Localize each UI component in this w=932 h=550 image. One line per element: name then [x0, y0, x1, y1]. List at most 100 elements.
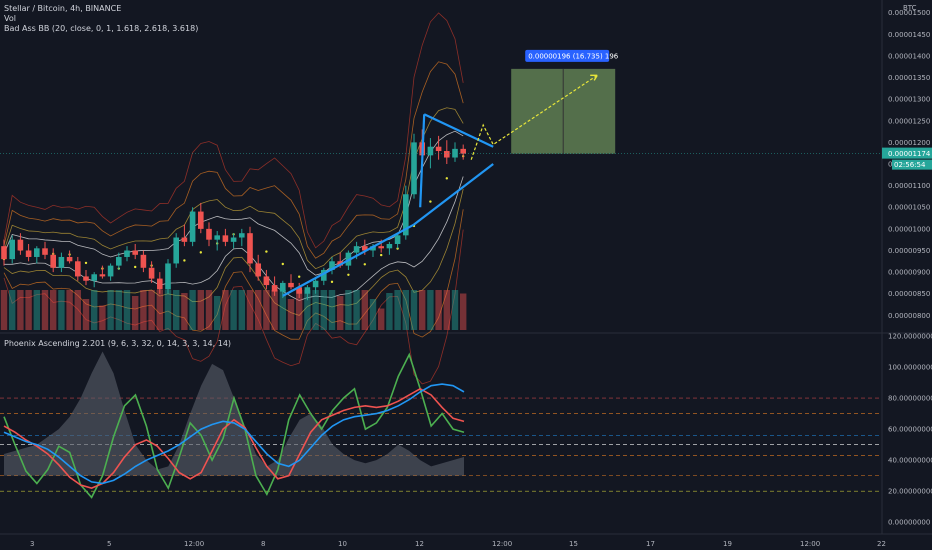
volume-bar	[181, 293, 188, 330]
volume-bar	[58, 290, 65, 330]
oscillator-tick-label: 0.00000000	[888, 519, 930, 527]
price-tick-label: 0.00001350	[888, 74, 930, 82]
candle-body	[247, 233, 253, 264]
time-tick-label: 19	[723, 540, 732, 548]
candle-body	[222, 235, 229, 242]
candle-body	[230, 237, 237, 242]
volume-bar	[279, 290, 286, 330]
volume-bar	[410, 290, 418, 330]
oscillator-area	[4, 351, 464, 476]
candle-body	[75, 261, 81, 277]
candle-body	[165, 263, 171, 290]
volume-bar	[132, 296, 139, 330]
volume-bar	[197, 290, 204, 330]
bollinger-band-line	[3, 209, 464, 340]
volume-bar	[320, 290, 327, 330]
time-tick-label: 3	[30, 540, 34, 548]
price-tick-label: 0.00001400	[888, 52, 930, 60]
oscillator-tick-label: 20.00000000	[888, 488, 932, 496]
triangle-edge[interactable]	[419, 114, 426, 208]
trendline-support[interactable]	[282, 223, 415, 297]
volume-bar	[140, 290, 147, 330]
volume-bar	[115, 290, 122, 330]
price-tick-label: 0.00001250	[888, 117, 930, 125]
time-tick-label: 12:00	[184, 540, 204, 548]
candle-body	[386, 244, 393, 249]
time-tick-label: 12:00	[492, 540, 512, 548]
volume-legend[interactable]: Vol	[4, 14, 16, 23]
bollinger-basis-dot	[363, 263, 366, 266]
time-tick-label: 17	[646, 540, 655, 548]
target-badge	[525, 49, 610, 62]
candle-body	[173, 237, 179, 264]
volume-bar	[402, 290, 409, 330]
trendline-resistance[interactable]	[423, 113, 494, 148]
volume-bar	[205, 290, 213, 330]
volume-bar	[25, 290, 32, 330]
volume-bar	[74, 290, 81, 330]
volume-bar	[451, 290, 459, 330]
candle-body	[427, 146, 434, 156]
candle-body	[411, 142, 417, 195]
volume-bar	[0, 290, 8, 330]
volume-bar	[189, 290, 196, 330]
candle-body	[198, 211, 204, 229]
volume-bar	[296, 290, 303, 330]
candle-body	[181, 237, 188, 242]
volume-bar	[271, 290, 278, 330]
bollinger-basis-dot	[183, 259, 186, 262]
volume-bar	[66, 290, 73, 330]
volume-bar	[156, 290, 163, 330]
bollinger-basis-dot	[134, 265, 137, 269]
volume-bar	[99, 305, 106, 330]
price-tick-label: 0.00000900	[888, 269, 930, 277]
candle-body	[263, 276, 270, 286]
price-tick-label: 0.00001300	[888, 96, 930, 104]
volume-bar	[82, 299, 90, 330]
volume-bar	[304, 290, 311, 330]
bollinger-band-line	[3, 188, 464, 316]
volume-bar	[222, 290, 229, 330]
price-tick-label: 0.00001100	[888, 182, 930, 190]
volume-bar	[107, 290, 114, 330]
volume-bar	[287, 299, 295, 330]
symbol-legend[interactable]: Stellar / Bitcoin, 4h, BINANCE	[4, 4, 122, 13]
volume-bar	[345, 290, 352, 330]
oscillator-legend[interactable]: Phoenix Ascending 2.201 (9, 6, 3, 32, 0,…	[4, 339, 232, 348]
candle-body	[132, 250, 138, 255]
time-tick-label: 15	[569, 540, 578, 548]
projection-arrow[interactable]	[470, 74, 598, 160]
time-tick-label: 22	[877, 540, 886, 548]
price-tick-label: 0.00001450	[888, 31, 930, 39]
candle-body	[239, 233, 245, 238]
trendline-support[interactable]	[413, 163, 494, 226]
volume-bar	[337, 296, 344, 330]
candle-body	[460, 148, 466, 154]
volume-bar	[246, 290, 254, 330]
target-label: 0.00000196 (16.735) 196	[528, 52, 619, 60]
bollinger-legend[interactable]: Bad Ass BB (20, close, 0, 1, 1.618, 2.61…	[4, 24, 199, 33]
time-tick-label: 12	[415, 540, 424, 548]
candle-body	[304, 287, 311, 294]
volume-bar	[17, 290, 24, 330]
oscillator-tick-label: 100.00000000	[888, 364, 932, 372]
candle-body	[107, 265, 114, 277]
candle-body	[378, 246, 384, 249]
oscillator-series-line	[3, 387, 465, 489]
price-tick-label: 0.00001500	[888, 9, 930, 17]
volume-bar	[394, 290, 401, 330]
candle-body	[124, 250, 130, 257]
arrow-head	[590, 74, 598, 81]
volume-bar	[460, 293, 467, 330]
bollinger-band-line	[3, 12, 464, 249]
price-tick-label: 0.00001200	[888, 139, 930, 147]
volume-bar	[255, 290, 262, 330]
candle-body	[1, 246, 7, 260]
volume-bar	[263, 290, 270, 330]
oscillator-tick-label: 60.00000000	[888, 426, 932, 434]
candle-body	[321, 269, 327, 281]
countdown-label: 02:56:54	[894, 161, 926, 169]
volume-bar	[9, 290, 16, 330]
candle-body	[403, 194, 409, 236]
